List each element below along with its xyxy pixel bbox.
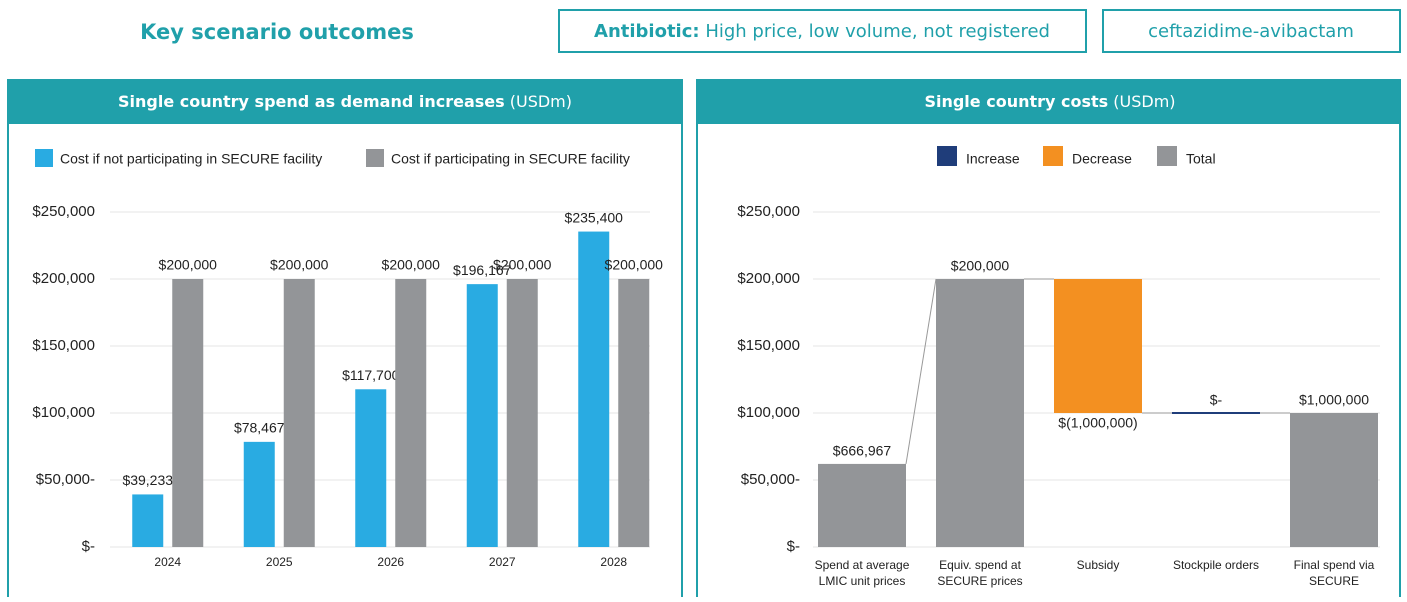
bar [395,279,427,547]
connector [905,278,937,465]
right-panel-header [697,80,1400,124]
data-label: $666,967 [833,443,892,459]
title: Single country spend as demand increases [118,92,505,111]
legend-swatch [937,146,957,166]
bar [466,284,498,547]
page-title: Key scenario outcomes [140,20,414,44]
data-label: $200,000 [951,258,1010,274]
y-tick-label: $- [82,538,95,555]
data-label: $(1,000,000) [1058,415,1137,431]
x-tick-label: 2026 [377,555,404,569]
antibiotic-label: Antibiotic: [594,21,700,42]
left-chart-title: Single country spend as demand increases… [118,92,572,111]
legend-label: Increase [966,151,1020,167]
data-label: $78,467 [234,420,285,436]
drug-name: ceftazidime-avibactam [1148,21,1354,42]
data-label: $200,000 [159,257,218,273]
x-tick-label: 2025 [266,555,293,569]
legend-swatch [1043,146,1063,166]
bar [1054,279,1142,413]
y-tick-label: $100,000 [32,404,95,421]
right-chart-title: Single country costs (USDm) [924,92,1175,111]
drug-box [1102,9,1401,53]
title: Single country costs [924,92,1108,111]
antibiotic-text: Antibiotic: High price, low volume, not … [594,21,1050,42]
legend-swatch [366,149,384,167]
bar [1290,413,1378,547]
x-tick-label: Final spend via SECURE [1294,558,1375,588]
data-label: $1,000,000 [1299,392,1369,408]
data-label: $200,000 [493,257,552,273]
y-tick-label: $200,000 [32,270,95,287]
x-tick-label: Spend at average LMIC unit prices [815,558,910,588]
bar [936,279,1024,547]
data-label: $- [1210,392,1223,408]
left-panel-header [8,80,682,124]
bar [243,441,275,547]
y-tick-label: $- [787,538,800,555]
x-tick-label: Subsidy [1077,558,1120,572]
data-label: $117,700 [342,367,400,383]
bar [578,231,610,547]
bar [172,279,204,547]
x-tick-label: 2028 [600,555,627,569]
bar [818,463,906,547]
x-tick-line: Final spend via [1294,558,1375,572]
bar [283,279,315,547]
legend-swatch [1157,146,1177,166]
y-tick-label: $50,000- [741,471,800,488]
y-tick-label: $50,000- [36,471,95,488]
bar [1172,412,1260,414]
unit: (USDm) [1113,92,1175,111]
x-tick-line: Equiv. spend at [939,558,1021,572]
legend-label: Cost if participating in SECURE facility [391,151,630,167]
data-label: $39,233 [122,472,173,488]
legend-swatch [35,149,53,167]
data-label: $200,000 [382,257,441,273]
x-tick-line: SECURE prices [937,574,1022,588]
bar [506,279,538,547]
y-tick-label: $250,000 [737,203,800,220]
legend-label: Cost if not participating in SECURE faci… [60,151,322,167]
data-label: $200,000 [270,257,329,273]
y-tick-label: $150,000 [737,337,800,354]
x-tick-line: Stockpile orders [1173,558,1259,572]
data-label: $200,000 [605,257,664,273]
bar [618,279,650,547]
y-tick-label: $150,000 [32,337,95,354]
x-tick-line: SECURE [1309,574,1359,588]
bar [355,389,387,547]
unit: (USDm) [510,92,572,111]
bar [132,494,164,547]
x-tick-label: Equiv. spend at SECURE prices [937,558,1022,588]
y-tick-label: $200,000 [737,270,800,287]
y-tick-label: $250,000 [32,203,95,220]
legend-label: Total [1186,151,1216,167]
x-tick-line: Spend at average [815,558,910,572]
legend-label: Decrease [1072,151,1132,167]
x-tick-line: LMIC unit prices [819,574,906,588]
antibiotic-box [558,9,1087,53]
x-tick-line: Subsidy [1077,558,1120,572]
y-tick-label: $100,000 [737,404,800,421]
x-tick-label: Stockpile orders [1173,558,1259,572]
data-label: $196,167 [453,262,512,278]
antibiotic-value: High price, low volume, not registered [705,21,1050,42]
data-label: $235,400 [565,209,624,225]
x-tick-label: 2024 [154,555,181,569]
x-tick-label: 2027 [489,555,516,569]
